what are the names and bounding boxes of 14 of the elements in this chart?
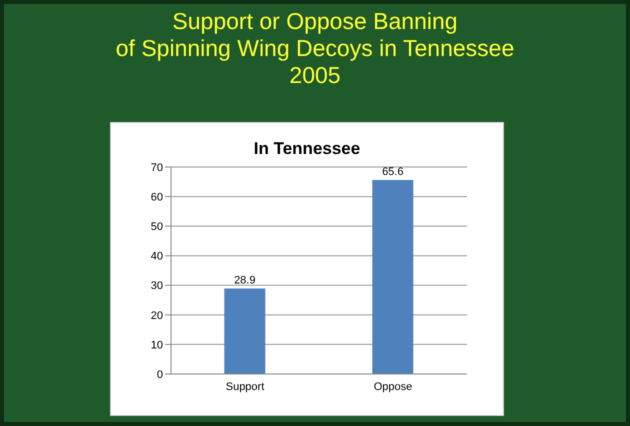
chart-title: Support or Oppose Banning of Spinning Wing Decoys in Tennessee 2005 [114,8,516,89]
data-label: 65.6 [382,166,404,178]
y-tick-label: 40 [150,250,163,263]
x-tick-label: Support [226,380,264,393]
y-tick-label: 30 [150,280,163,292]
y-tick-label: 50 [150,221,163,234]
y-tick-label: 10 [150,339,163,352]
y-tick-label: 20 [150,310,163,322]
y-tick-label: 70 [150,162,163,174]
y-tick-label: 60 [150,191,163,204]
chart-subtitle: In Tennessee [252,139,362,159]
data-label: 28.9 [234,274,256,287]
y-tick-label: 0 [156,368,163,381]
x-tick-label: Oppose [374,380,412,393]
